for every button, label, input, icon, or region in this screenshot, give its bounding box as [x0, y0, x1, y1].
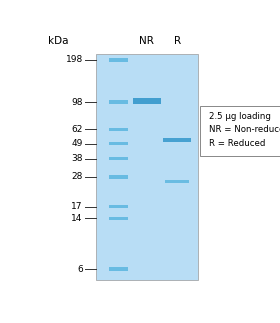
Text: 6: 6: [77, 265, 83, 274]
Bar: [109, 205, 128, 208]
Text: kDa: kDa: [48, 36, 69, 46]
Bar: [109, 157, 128, 160]
Text: 98: 98: [71, 98, 83, 107]
Bar: [109, 58, 128, 62]
Text: R: R: [174, 36, 181, 46]
Text: 38: 38: [71, 154, 83, 163]
Text: 62: 62: [71, 125, 83, 134]
Text: 2.5 μg loading
NR = Non-reduced
R = Reduced: 2.5 μg loading NR = Non-reduced R = Redu…: [209, 112, 280, 148]
Bar: [109, 100, 128, 104]
Text: 198: 198: [66, 56, 83, 65]
Text: 28: 28: [71, 172, 83, 182]
Text: 49: 49: [71, 139, 83, 148]
FancyBboxPatch shape: [200, 106, 280, 156]
Text: NR: NR: [139, 36, 154, 46]
Bar: [109, 267, 128, 271]
Bar: [165, 180, 189, 183]
Bar: [109, 142, 128, 145]
Text: 17: 17: [71, 202, 83, 211]
Bar: [133, 98, 161, 104]
Bar: [109, 217, 128, 220]
Bar: [109, 175, 128, 179]
Bar: [109, 128, 128, 131]
Bar: [163, 138, 191, 142]
Text: 14: 14: [71, 214, 83, 223]
Bar: [96, 54, 198, 280]
